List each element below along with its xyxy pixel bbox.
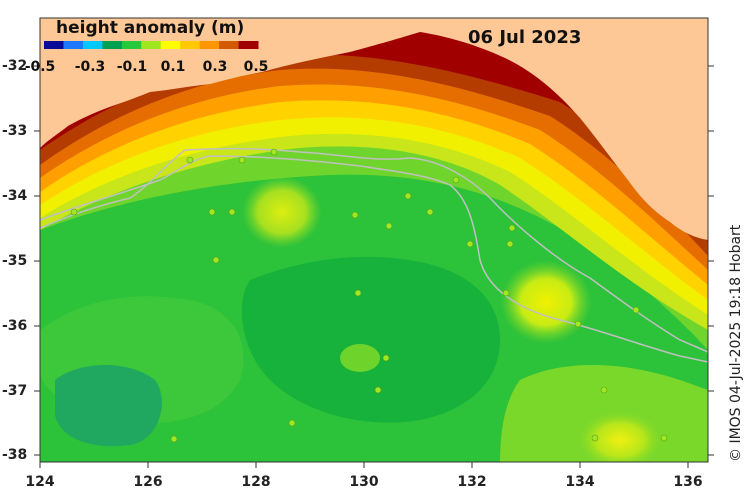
obs-point xyxy=(506,240,514,248)
colorbar-swatch xyxy=(180,41,201,49)
y-tick-label: -35 xyxy=(2,253,28,269)
obs-point xyxy=(270,148,278,156)
central-low-region xyxy=(241,256,500,423)
x-tick-label: 128 xyxy=(241,474,271,490)
obs-point xyxy=(508,224,516,232)
obs-point xyxy=(385,222,393,230)
obs-point xyxy=(374,386,382,394)
eddy-southeast xyxy=(576,410,664,462)
x-tick-label: 132 xyxy=(457,474,487,490)
obs-point xyxy=(70,208,78,216)
colorbar-swatch xyxy=(121,41,142,49)
colorbar-tick-label: -0.1 xyxy=(116,59,148,75)
y-tick-label: -36 xyxy=(2,318,28,334)
colorbar-tick-label: -0.3 xyxy=(74,59,106,75)
plot-frame xyxy=(39,17,709,463)
observation-points xyxy=(70,148,668,443)
x-tick-label: 130 xyxy=(349,474,379,490)
obs-point xyxy=(632,306,640,314)
colorbar-swatch xyxy=(160,41,181,49)
obs-point xyxy=(208,208,216,216)
colorbar-swatch xyxy=(141,41,162,49)
colorbar-swatch xyxy=(82,41,103,49)
x-tick-label: 134 xyxy=(565,474,595,490)
obs-point xyxy=(660,434,668,442)
colorbar-swatch xyxy=(44,41,64,49)
eddy-west xyxy=(242,176,322,248)
colorbar-tick-label: 0.1 xyxy=(160,59,186,75)
colorbar-tick-label: -0.5 xyxy=(24,59,56,75)
obs-point xyxy=(574,320,582,328)
colorbar-title: height anomaly (m) xyxy=(56,18,245,38)
date-label: 06 Jul 2023 xyxy=(468,27,582,48)
obs-point xyxy=(382,354,390,362)
colorbar-tick-label: 0.5 xyxy=(243,59,269,75)
credit-text: © IMOS 04-Jul-2025 19:18 Hobart xyxy=(728,224,744,462)
colorbar-swatch xyxy=(102,41,123,49)
obs-point xyxy=(354,289,362,297)
obs-point xyxy=(452,176,460,184)
colorbar-swatch xyxy=(63,41,84,49)
y-tick-label: -34 xyxy=(2,188,28,204)
shelf-contour-outer xyxy=(40,155,708,363)
colorbar-swatch xyxy=(199,41,220,49)
eddy-small xyxy=(340,344,380,372)
y-tick-label: -38 xyxy=(2,447,28,463)
obs-point xyxy=(170,435,178,443)
obs-point xyxy=(404,192,412,200)
obs-point xyxy=(238,156,246,164)
obs-point xyxy=(426,208,434,216)
obs-point xyxy=(466,240,474,248)
y-tick-label: -33 xyxy=(2,123,28,139)
obs-point xyxy=(351,211,359,219)
obs-point xyxy=(288,419,296,427)
y-tick-label: -32 xyxy=(2,58,28,74)
colorbar-swatch xyxy=(238,41,259,49)
colorbar xyxy=(44,41,259,49)
x-tick-label: 126 xyxy=(133,474,163,490)
land-mass xyxy=(40,18,708,240)
southwest-low xyxy=(55,365,162,447)
colorbar-swatch xyxy=(219,41,240,49)
obs-point xyxy=(228,208,236,216)
colorbar-tick-label: 0.3 xyxy=(202,59,228,75)
obs-point xyxy=(212,256,220,264)
x-tick-label: 124 xyxy=(25,474,55,490)
tick-marks xyxy=(34,65,714,468)
obs-point xyxy=(502,289,510,297)
obs-point xyxy=(591,434,599,442)
obs-point xyxy=(600,386,608,394)
obs-point xyxy=(186,156,194,164)
y-tick-label: -37 xyxy=(2,383,28,399)
x-tick-label: 136 xyxy=(673,474,703,490)
shelf-contour-inner xyxy=(40,147,708,353)
